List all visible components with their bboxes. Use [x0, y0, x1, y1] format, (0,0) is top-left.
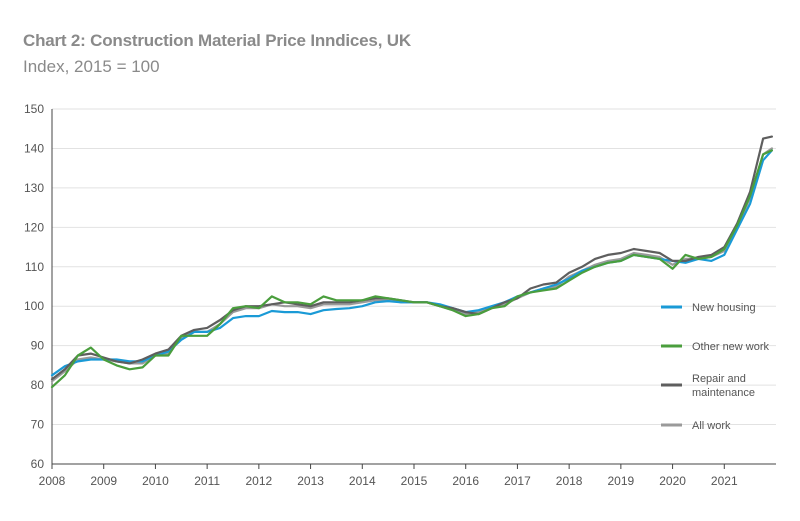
legend: New housing Other new work Repair and maint… [661, 302, 770, 432]
series-lines [50, 135, 773, 389]
gridlines [52, 108, 776, 426]
x-tick-label-2011: 2011 [194, 474, 220, 488]
y-tick-label-140: 140 [24, 141, 44, 155]
y-tick-label-60: 60 [31, 457, 45, 471]
series-line-other-new-work [50, 149, 773, 389]
x-tick-label-2015: 2015 [401, 474, 428, 488]
series-line-repair-and-maintenance [50, 135, 773, 381]
x-tick-label-2021: 2021 [711, 474, 738, 488]
legend-label-new-housing: New housing [692, 302, 756, 314]
x-tick-label-2013: 2013 [297, 474, 324, 488]
legend-label-all-work: All work [692, 420, 731, 432]
y-tick-label-70: 70 [31, 418, 45, 432]
chart-title: Chart 2: Construction Material Price Inn… [23, 31, 411, 50]
y-axis-ticks: 60 70 80 90 100 110 120 130 140 150 [24, 102, 44, 471]
x-axis: 2008 2009 2010 2011 2012 2013 2014 2015 2016 2017… [39, 109, 776, 488]
y-tick-label-100: 100 [24, 299, 44, 313]
x-tick-label-2008: 2008 [39, 474, 66, 488]
x-tick-label-2014: 2014 [349, 474, 376, 488]
chart-subtitle: Index, 2015 = 100 [23, 57, 160, 76]
y-tick-label-90: 90 [31, 339, 45, 353]
legend-label-line: Repair and [692, 373, 746, 385]
y-tick-label-120: 120 [24, 220, 44, 234]
x-tick-label-2009: 2009 [90, 474, 117, 488]
legend-label-line: maintenance [692, 387, 755, 399]
legend-label-other-new-work: Other new work [692, 341, 770, 353]
x-tick-label-2012: 2012 [246, 474, 273, 488]
legend-label-repair-and-maintenance: Repair and maintenance [692, 373, 755, 399]
x-tick-label-2020: 2020 [659, 474, 686, 488]
x-tick-label-2018: 2018 [556, 474, 583, 488]
x-tick-label-2019: 2019 [608, 474, 635, 488]
y-tick-label-130: 130 [24, 181, 44, 195]
y-tick-label-150: 150 [24, 102, 44, 116]
y-tick-label-110: 110 [25, 260, 44, 274]
x-tick-label-2016: 2016 [452, 474, 479, 488]
x-tick-label-2010: 2010 [142, 474, 169, 488]
y-tick-label-80: 80 [31, 378, 45, 392]
x-tick-label-2017: 2017 [504, 474, 531, 488]
